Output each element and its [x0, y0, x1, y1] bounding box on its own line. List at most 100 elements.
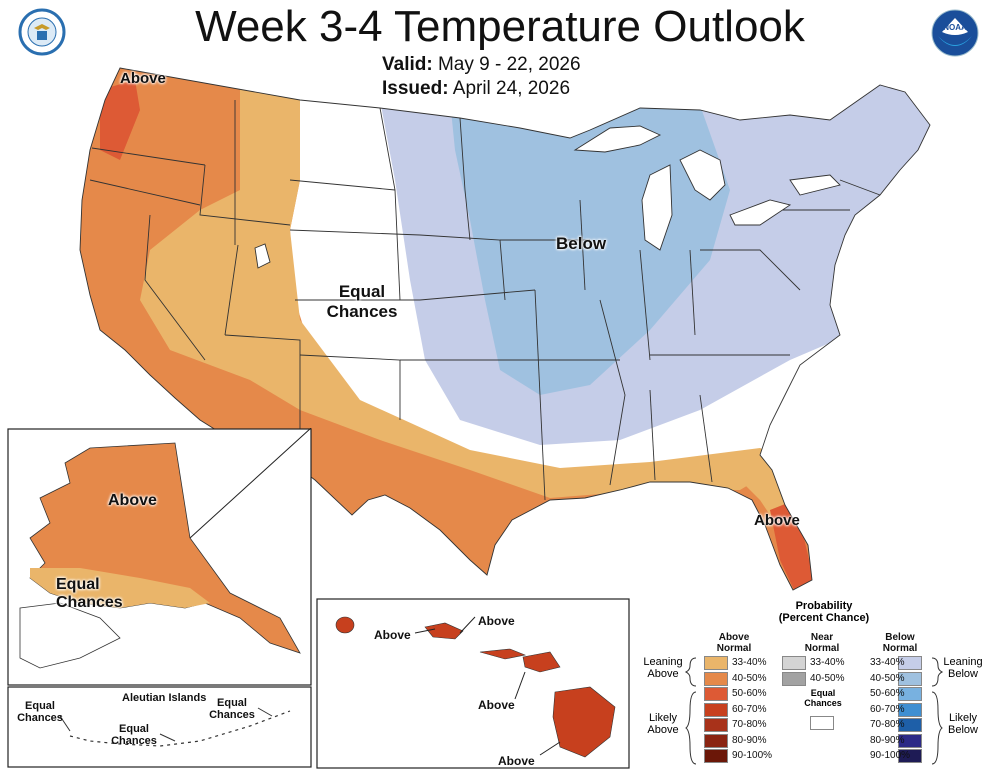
legend-equal-line2: Chances	[804, 698, 842, 708]
valid-line: Valid: May 9 - 22, 2026	[382, 54, 581, 76]
legend-below-range-label: 80-90%	[870, 734, 905, 746]
legend-below-swatch	[898, 671, 922, 686]
label-aleutian-equal-2: Equal Chances	[108, 723, 160, 747]
label-above-northwest: Above	[120, 70, 166, 87]
issued-line: Issued: April 24, 2026	[382, 78, 570, 100]
legend-equal-swatch	[810, 716, 834, 730]
aleutian-chain	[69, 710, 291, 747]
legend-near-swatch	[782, 656, 806, 670]
legend-title-line1: Probability	[795, 600, 853, 612]
label-alaska-equal: Equal Chances	[56, 576, 123, 612]
legend-above-swatch	[704, 733, 728, 748]
hawaii-oahu	[424, 622, 464, 640]
legend-likely-below-1: Likely	[948, 712, 978, 724]
legend-equal-line1: Equal	[810, 688, 836, 698]
legend-below-header: Below Normal	[870, 632, 930, 654]
label-aleutian-equal-3: Equal Chances	[206, 697, 258, 721]
aleutian-eq3-line2: Chances	[209, 709, 255, 721]
issued-label: Issued:	[382, 78, 449, 99]
legend-near-swatch	[782, 671, 806, 686]
label-alaska-equal-line2: Chances	[56, 594, 123, 611]
legend-above-swatch	[704, 656, 728, 670]
legend-above-range-label: 40-50%	[732, 672, 767, 684]
map-title: Week 3-4 Temperature Outlook	[195, 2, 805, 51]
legend-above-swatch	[704, 749, 728, 763]
above-50-60-washington	[100, 80, 140, 160]
legend-title-line2: (Percent Chance)	[778, 612, 870, 624]
legend-below-swatch	[898, 702, 922, 717]
hawaii-big-island	[552, 686, 616, 758]
legend-below-range-label: 90-100%	[870, 750, 911, 761]
issued-value: April 24, 2026	[452, 78, 571, 99]
legend-above-swatch	[704, 718, 728, 732]
legend-likely-above: Likely Above	[640, 712, 686, 736]
legend-likely-below-2: Below	[948, 724, 978, 736]
above-50-60-florida	[770, 500, 815, 590]
noaa-logo-text: NOAA	[943, 23, 967, 32]
legend-below-swatch	[898, 733, 922, 748]
legend-above-swatch	[704, 687, 728, 701]
aleutian-eq2-line1: Equal	[119, 723, 149, 735]
legend-above-range-label: 60-70%	[732, 703, 767, 715]
label-alaska-above: Above	[108, 492, 157, 509]
alaska-equal-region	[19, 602, 121, 669]
legend-braces	[684, 657, 944, 765]
legend-above-swatch	[704, 702, 728, 717]
label-hawaii-above-big: Above	[498, 754, 535, 768]
state-borders	[79, 67, 931, 591]
legend-below-range-label: 60-70%	[870, 703, 905, 715]
legend-near-header: Near Normal	[792, 632, 852, 654]
commerce-seal-icon	[18, 8, 66, 56]
legend-near-header-2: Normal	[804, 643, 840, 654]
legend-above-range-label: 33-40%	[732, 657, 767, 668]
legend-leaning-below-1: Leaning	[943, 656, 983, 668]
above-33-40-region	[140, 68, 790, 498]
alaska-33-40-band	[30, 568, 210, 608]
aleutian-eq2-line2: Chances	[111, 735, 157, 747]
legend-leaning-above-1: Leaning	[643, 656, 683, 668]
valid-label: Valid:	[382, 54, 433, 75]
label-hawaii-above-oahu: Above	[478, 614, 515, 628]
label-equal-west: Equal Chances	[320, 282, 404, 322]
legend-leaning-above: Leaning Above	[640, 656, 686, 680]
aleutian-eq1-line1: Equal	[25, 700, 55, 712]
legend-below-swatch	[898, 749, 922, 763]
aleutian-title: Aleutian Islands	[122, 692, 207, 704]
hawaii-molokai	[479, 648, 527, 660]
noaa-logo-icon: NOAA	[931, 9, 979, 57]
legend-likely-below: Likely Below	[938, 712, 988, 736]
legend-near-range-label: 40-50%	[810, 672, 845, 684]
legend-below-swatch	[898, 718, 922, 732]
legend-panel: Probability (Percent Chance) Above Norma…	[640, 600, 990, 770]
legend-above-range-label: 90-100%	[732, 750, 773, 761]
label-hawaii-above-maui: Above	[478, 698, 515, 712]
legend-near-header-1: Near	[810, 632, 834, 643]
alaska-inset	[7, 428, 312, 686]
label-equal-west-line2: Chances	[326, 302, 398, 321]
hawaii-inset	[316, 598, 630, 769]
label-aleutian-equal-1: Equal Chances	[14, 700, 66, 724]
legend-equal-label: Equal Chances	[797, 688, 849, 708]
aleutian-inset	[7, 686, 312, 768]
label-alaska-equal-line1: Equal	[56, 576, 100, 593]
label-equal-west-line1: Equal	[338, 282, 386, 301]
legend-near-range-label: 33-40%	[810, 657, 845, 668]
legend-above-header: Above Normal	[704, 632, 764, 654]
legend-likely-above-2: Above	[647, 724, 679, 736]
legend-above-swatch	[704, 671, 728, 686]
legend-leaning-above-2: Above	[647, 668, 679, 680]
legend-above-range-label: 80-90%	[732, 734, 767, 746]
legend-above-header-2: Normal	[716, 643, 752, 654]
legend-above-header-1: Above	[718, 632, 750, 643]
legend-likely-above-1: Likely	[648, 712, 678, 724]
hawaii-maui	[522, 651, 561, 673]
legend-title: Probability (Percent Chance)	[764, 600, 884, 624]
legend-leaning-below: Leaning Below	[938, 656, 988, 680]
aleutian-eq1-line2: Chances	[17, 712, 63, 724]
legend-below-range-label: 70-80%	[870, 719, 905, 730]
label-hawaii-above-west: Above	[374, 628, 411, 642]
legend-below-header-2: Normal	[882, 643, 918, 654]
label-above-florida: Above	[754, 512, 800, 529]
legend-above-range-label: 50-60%	[732, 688, 767, 699]
great-lakes	[254, 125, 841, 269]
